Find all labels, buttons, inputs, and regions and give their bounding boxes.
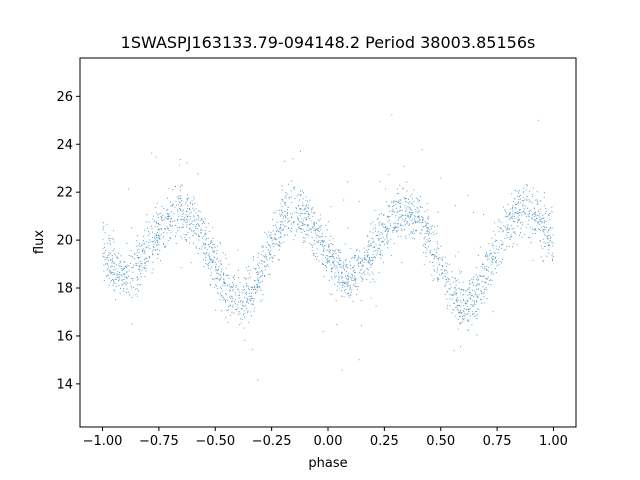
x-tick-label: −1.00 (83, 434, 123, 449)
x-axis: −1.00 −0.75 −0.50 −0.25 0.00 0.25 0.50 0.75 1.00 (83, 427, 568, 449)
scatter-points (102, 114, 555, 381)
x-tick-label: −0.75 (139, 434, 179, 449)
y-tick-label: 14 (56, 377, 73, 392)
y-tick-label: 16 (56, 329, 73, 344)
x-tick-label: 1.00 (539, 434, 568, 449)
y-axis: 14 16 18 20 22 24 26 (56, 90, 80, 392)
y-tick-label: 22 (56, 186, 73, 201)
x-axis-label: phase (308, 456, 347, 471)
y-axis-label: flux (32, 230, 47, 254)
x-tick-label: 0.50 (426, 434, 455, 449)
y-tick-label: 24 (56, 138, 73, 153)
x-tick-label: 0.75 (483, 434, 512, 449)
y-tick-label: 26 (56, 90, 73, 105)
y-tick-label: 20 (56, 234, 73, 249)
data-points (102, 114, 555, 381)
plot-frame (79, 57, 577, 428)
x-tick-label: 0.25 (370, 434, 399, 449)
chart-title: 1SWASPJ163133.79-094148.2 Period 38003.8… (121, 33, 536, 52)
x-tick-label: 0.00 (314, 434, 343, 449)
x-tick-label: −0.50 (195, 434, 235, 449)
y-tick-label: 18 (56, 282, 73, 297)
x-tick-label: −0.25 (252, 434, 292, 449)
